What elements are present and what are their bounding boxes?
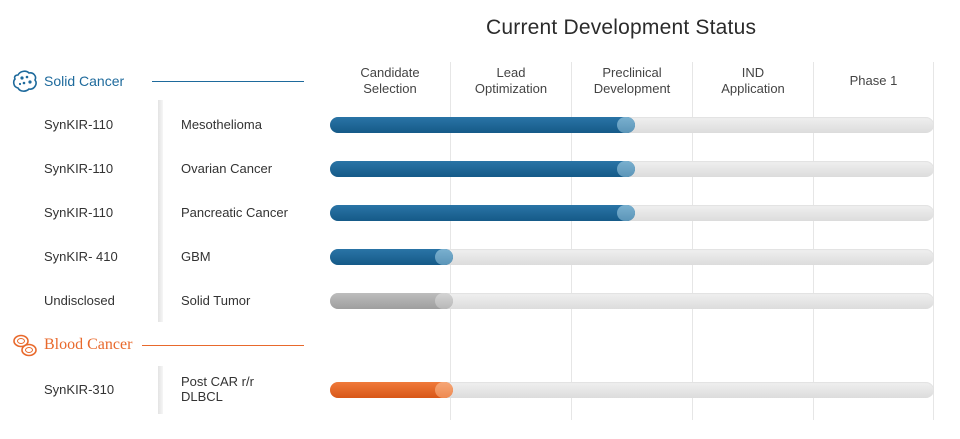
indication-label: Pancreatic Cancer — [181, 205, 288, 220]
progress-bar-cap — [435, 293, 453, 309]
blood-cells-icon — [13, 334, 37, 357]
progress-track — [330, 382, 934, 398]
progress-track — [330, 293, 934, 309]
section-label: Solid Cancer — [44, 73, 125, 89]
candidate-label: SynKIR-110 — [44, 161, 114, 176]
cell-cluster-icon — [12, 70, 37, 92]
progress-bar-cap — [617, 117, 635, 133]
stage-column-0: Candidate Selection — [330, 62, 451, 420]
chart-title: Current Development Status — [486, 16, 757, 39]
progress-bar — [330, 382, 453, 398]
stage-label: Candidate Selection — [360, 65, 420, 96]
indication-label: Ovarian Cancer — [181, 161, 273, 176]
column-divider-solid — [158, 100, 163, 322]
section-header-solid-cancer: Solid Cancer — [12, 69, 304, 93]
indication-label: Solid Tumor — [181, 293, 251, 308]
section-header-blood-cancer: Blood Cancer — [12, 333, 304, 357]
indication-label: Mesothelioma — [181, 117, 262, 132]
stage-column-4: Phase 1 — [814, 62, 934, 420]
stage-label: Lead Optimization — [474, 65, 548, 96]
progress-track — [330, 249, 934, 265]
candidate-label: Undisclosed — [44, 293, 115, 308]
section-rule — [142, 344, 304, 346]
stage-grid: Candidate Selection Lead Optimization Prec… — [330, 62, 934, 420]
section-rule — [152, 80, 304, 82]
progress-bar — [330, 249, 453, 265]
indication-label: Post CAR r/r DLBCL — [181, 374, 254, 404]
candidate-label: SynKIR- 410 — [44, 249, 118, 264]
progress-bar — [330, 293, 453, 309]
candidate-label: SynKIR-110 — [44, 205, 114, 220]
progress-bar-cap — [617, 161, 635, 177]
stage-label: Phase 1 — [849, 73, 898, 88]
progress-bar — [330, 205, 635, 221]
stage-column-3: IND Application — [693, 62, 814, 420]
candidate-label: SynKIR-310 — [44, 382, 115, 397]
progress-bar — [330, 117, 635, 133]
section-label: Blood Cancer — [44, 336, 133, 353]
progress-bar — [330, 161, 635, 177]
stage-label: Preclinical Development — [593, 65, 671, 96]
stage-column-2: Preclinical Development — [572, 62, 693, 420]
stage-column-1: Lead Optimization — [451, 62, 572, 420]
progress-bar-cap — [617, 205, 635, 221]
candidate-label: SynKIR-110 — [44, 117, 114, 132]
progress-bar-cap — [435, 382, 453, 398]
progress-bar-cap — [435, 249, 453, 265]
stage-label: IND Application — [721, 65, 785, 96]
column-divider-blood — [158, 366, 163, 414]
indication-label: GBM — [181, 249, 211, 264]
